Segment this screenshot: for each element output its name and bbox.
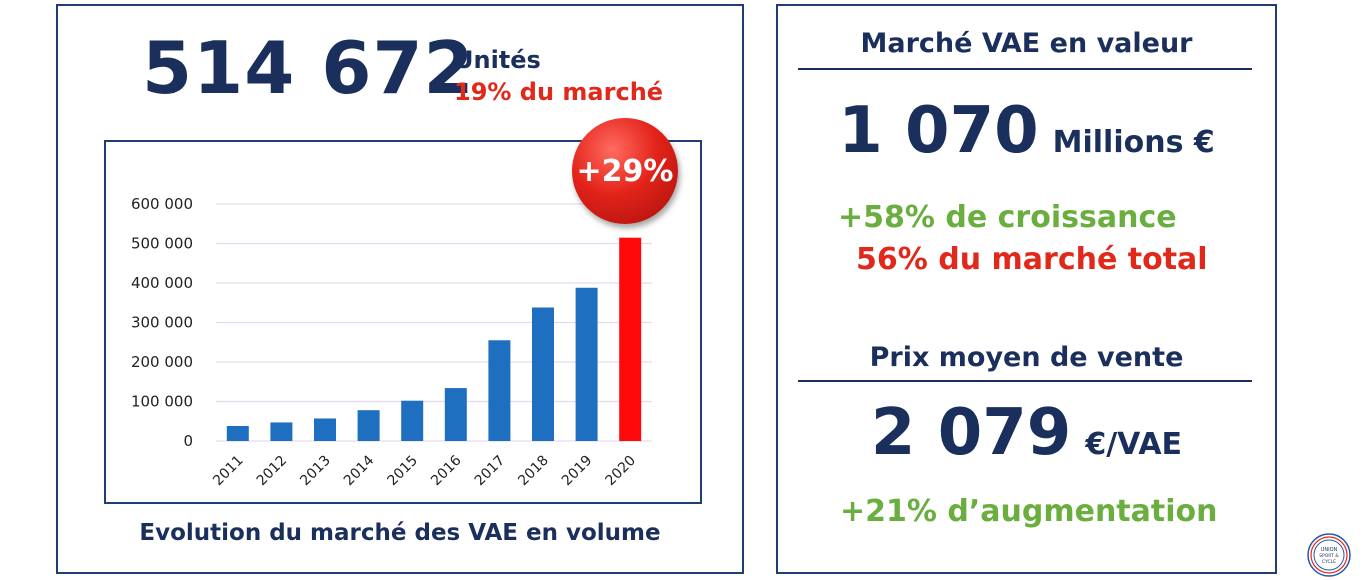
x-tick-label-2019: 2019 bbox=[559, 453, 596, 490]
market-share-label: 19% du marché bbox=[454, 78, 664, 106]
total-units-value: 514 672 bbox=[142, 26, 475, 110]
value-amount: 1 070 bbox=[838, 94, 1039, 168]
chart-caption: Evolution du marché des VAE en volume bbox=[139, 520, 661, 546]
value-panel: Marché VAE en valeur 1 070 Millions € +58… bbox=[776, 4, 1277, 574]
x-tick-label-2016: 2016 bbox=[428, 452, 465, 489]
bar-2014 bbox=[357, 410, 380, 441]
y-tick-label-500000: 500 000 bbox=[131, 235, 193, 253]
bar-2015 bbox=[401, 400, 424, 441]
volume-panel: 514 672 Unités 19% du marché 0 100 000 200… bbox=[56, 4, 744, 574]
logo-text-2: SPORT & bbox=[1319, 553, 1339, 559]
bar-2019 bbox=[575, 287, 598, 441]
x-tick-label-2014: 2014 bbox=[341, 452, 378, 489]
y-tick-label-0: 0 bbox=[183, 432, 193, 450]
growth-badge: +29% bbox=[572, 118, 678, 224]
bar-2013 bbox=[314, 418, 336, 441]
x-tick-label-2011: 2011 bbox=[210, 453, 247, 490]
logo-text-1: UNION bbox=[1321, 547, 1338, 553]
units-label: Unités bbox=[454, 46, 541, 74]
price-unit: €/VAE bbox=[1085, 427, 1183, 462]
y-tick-label-300000: 300 000 bbox=[131, 314, 193, 332]
bar-2018 bbox=[532, 307, 554, 441]
price-amount: 2 079 bbox=[870, 396, 1072, 470]
logo-text-3: CYCLE bbox=[1322, 559, 1336, 565]
x-tick-label-2020: 2020 bbox=[603, 453, 640, 490]
price-growth: +21% d’augmentation bbox=[840, 494, 1218, 529]
y-tick-label-200000: 200 000 bbox=[131, 353, 193, 371]
price-heading: Prix moyen de vente bbox=[869, 342, 1184, 373]
x-tick-label-2018: 2018 bbox=[515, 453, 552, 490]
value-growth: +58% de croissance bbox=[838, 200, 1177, 235]
x-tick-label-2017: 2017 bbox=[472, 453, 509, 490]
y-tick-label-100000: 100 000 bbox=[131, 393, 193, 411]
y-tick-label-600000: 600 000 bbox=[131, 195, 193, 213]
value-heading-rule bbox=[798, 68, 1252, 70]
x-tick-label-2012: 2012 bbox=[254, 453, 291, 490]
bar-2011 bbox=[226, 425, 249, 441]
y-tick-label-400000: 400 000 bbox=[131, 274, 193, 292]
value-heading: Marché VAE en valeur bbox=[860, 28, 1193, 59]
volume-chart-svg: 0 100 000 200 000 300 000 400 000 500 000 600 … bbox=[131, 195, 652, 490]
bar-2012 bbox=[270, 422, 293, 441]
value-amount-row: 1 070 Millions € bbox=[778, 94, 1275, 168]
bar-2016 bbox=[444, 388, 467, 441]
value-unit: Millions € bbox=[1052, 125, 1215, 160]
price-heading-rule bbox=[798, 380, 1252, 382]
x-tick-label-2013: 2013 bbox=[297, 453, 334, 490]
bar-2017 bbox=[488, 340, 511, 441]
union-sport-cycle-logo: UNION SPORT & CYCLE bbox=[1307, 533, 1351, 577]
value-share: 56% du marché total bbox=[856, 242, 1208, 277]
x-tick-label-2015: 2015 bbox=[385, 453, 422, 490]
bar-2020 bbox=[619, 237, 642, 441]
price-amount-row: 2 079 €/VAE bbox=[778, 396, 1275, 470]
